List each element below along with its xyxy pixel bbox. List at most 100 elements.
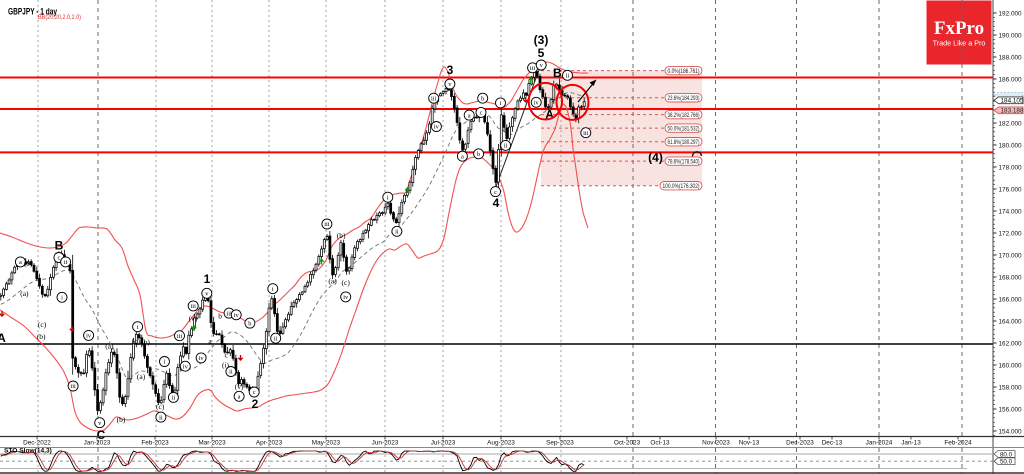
svg-text:(v): (v) [235,382,244,391]
svg-text:5: 5 [538,46,545,60]
svg-text:ii: ii [395,229,399,236]
svg-text:STO Slow(14,3): STO Slow(14,3) [4,448,52,455]
svg-text:50.0%(181.532): 50.0%(181.532) [668,125,700,132]
svg-text:iv: iv [534,100,540,107]
svg-text:(4): (4) [648,151,663,165]
svg-text:v: v [540,62,544,69]
svg-text:(c): (c) [156,402,165,411]
svg-text:iii: iii [530,65,536,72]
svg-text:Aug-2023: Aug-2023 [487,440,515,447]
svg-text:c: c [253,389,256,396]
svg-text:c: c [480,110,483,117]
svg-text:Dec-2022: Dec-2022 [23,440,51,447]
svg-text:b: b [218,312,222,321]
svg-text:c: c [225,351,229,360]
svg-text:B: B [55,239,64,253]
svg-text:78.6%(178.540): 78.6%(178.540) [668,158,700,165]
svg-text:(a): (a) [328,277,337,286]
svg-text:a: a [208,337,212,346]
svg-text:156.000: 156.000 [999,406,1023,413]
svg-text:(b): (b) [24,259,33,268]
svg-text:iii: iii [324,221,330,228]
svg-text:Sep-2023: Sep-2023 [546,440,574,447]
svg-text:iv: iv [234,312,240,319]
svg-text:iv: iv [86,333,92,340]
svg-text:186.000: 186.000 [999,76,1023,83]
svg-text:(v): (v) [189,314,198,323]
svg-text:May-2023: May-2023 [312,440,341,447]
svg-text:180.000: 180.000 [999,142,1023,149]
svg-text:v: v [205,291,209,298]
svg-text:iii: iii [191,303,197,310]
svg-text:188.000: 188.000 [999,54,1023,61]
svg-text:Nov-2023: Nov-2023 [702,440,730,447]
svg-text:iv: iv [183,363,189,370]
svg-text:(b): (b) [141,337,150,346]
svg-text:b: b [477,151,480,158]
svg-text:Jan-2023: Jan-2023 [84,440,111,447]
svg-text:i: i [164,359,166,366]
svg-text:i: i [500,100,502,107]
svg-text:Dec-2023: Dec-2023 [786,440,814,447]
svg-text:160.000: 160.000 [999,362,1023,369]
svg-text:ii: ii [159,414,163,421]
svg-text:164.000: 164.000 [999,318,1023,325]
svg-text:61.8%(180.297): 61.8%(180.297) [668,139,700,146]
svg-text:ii: ii [229,369,233,376]
svg-text:2: 2 [252,397,259,411]
svg-text:i: i [61,295,63,302]
svg-text:168.000: 168.000 [999,274,1023,281]
svg-text:(a): (a) [20,289,29,298]
svg-text:(c): (c) [342,278,351,287]
svg-text:192.000: 192.000 [999,10,1023,17]
svg-text:Jun-2023: Jun-2023 [372,440,399,447]
svg-text:ii: ii [504,143,508,150]
svg-text:0.0%(186.761): 0.0%(186.761) [668,68,700,75]
svg-text:154.000: 154.000 [999,428,1023,435]
svg-text:(b): (b) [37,332,46,341]
svg-text:174.000: 174.000 [999,208,1023,215]
svg-text:ii: ii [274,335,278,342]
svg-text:Oct-13: Oct-13 [650,440,670,447]
svg-text:3: 3 [447,63,454,77]
svg-text:v: v [98,420,102,427]
svg-text:BB(20,20,2.0,2.0): BB(20,20,2.0,2.0) [38,14,81,21]
svg-text:c: c [57,255,60,262]
svg-text:Nov-13: Nov-13 [739,440,760,447]
svg-text:A: A [545,108,554,122]
svg-text:iii: iii [177,333,183,340]
svg-text:(a): (a) [137,372,146,381]
svg-text:176.000: 176.000 [999,186,1023,193]
svg-text:GBPJPY - 1 day: GBPJPY - 1 day [8,7,57,17]
svg-text:iii: iii [583,130,589,137]
svg-text:iv: iv [434,124,440,131]
svg-text:a: a [238,394,241,401]
svg-text:162.000: 162.000 [999,340,1023,347]
svg-text:172.000: 172.000 [999,230,1023,237]
svg-text:C: C [97,428,106,442]
svg-text:4: 4 [493,196,500,210]
svg-text:80.0: 80.0 [1000,451,1013,458]
svg-text:Oct-2023: Oct-2023 [614,440,641,447]
svg-text:b: b [248,320,251,327]
svg-text:Feb-2023: Feb-2023 [141,440,169,447]
svg-text:B: B [553,66,562,80]
svg-text:190.000: 190.000 [999,32,1023,39]
svg-text:184.105: 184.105 [1001,98,1024,105]
svg-text:iv: iv [343,294,349,301]
svg-text:iii: iii [70,383,76,390]
svg-text:c: c [494,189,497,196]
svg-text:(3): (3) [534,33,549,47]
svg-text:i: i [272,286,274,293]
svg-text:i: i [137,324,139,331]
svg-text:v: v [448,81,452,88]
svg-text:iii: iii [226,310,232,317]
svg-text:Dec-13: Dec-13 [822,440,843,447]
svg-text:Jan-13: Jan-13 [901,440,921,447]
svg-text:38.2%(182.766): 38.2%(182.766) [668,112,700,119]
svg-text:a: a [461,153,464,160]
svg-text:FxPro: FxPro [934,18,984,39]
svg-text:1: 1 [204,272,211,286]
svg-text:100.0%(176.302): 100.0%(176.302) [663,183,700,190]
svg-text:a: a [468,112,471,119]
